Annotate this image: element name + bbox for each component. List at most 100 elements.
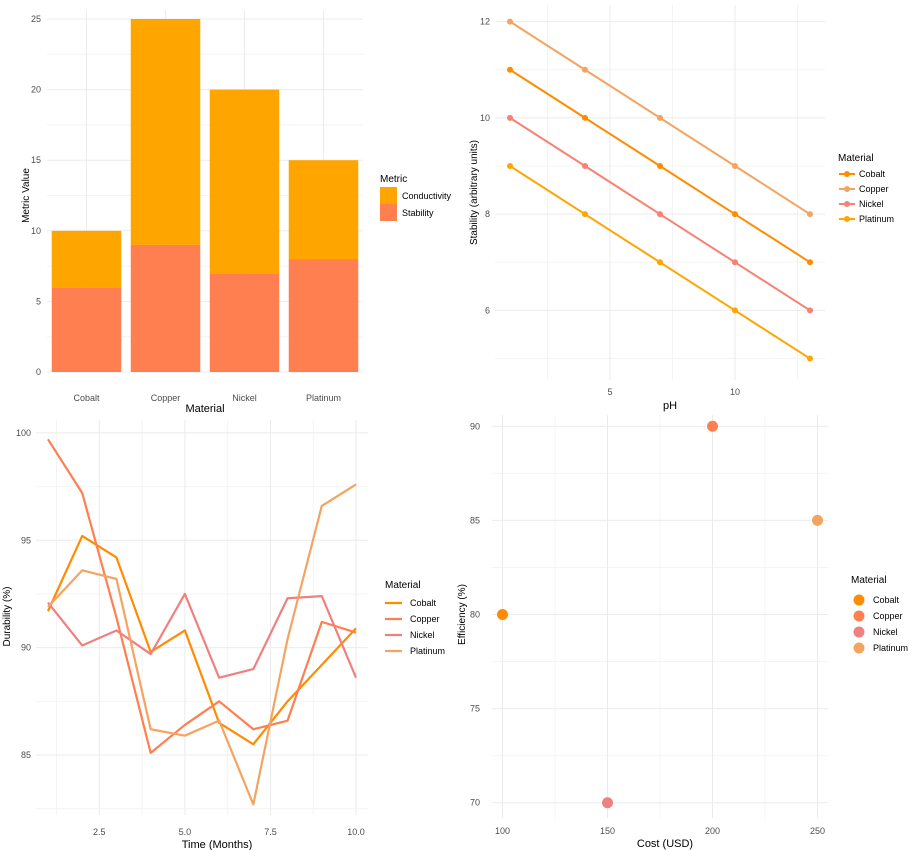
legend-key-point-nickel	[844, 201, 850, 207]
data-point-cobalt	[807, 259, 813, 266]
legend-label: Cobalt	[873, 595, 900, 605]
y-axis-title: Durability (%)	[2, 586, 13, 646]
bar-conductivity-cobalt	[51, 230, 122, 288]
legend-key-conductivity	[380, 187, 397, 204]
legend-label: Stability	[402, 208, 434, 218]
x-tick-label: 150	[600, 826, 615, 836]
legend-key-point-copper	[844, 186, 850, 192]
data-point-copper	[582, 66, 588, 73]
data-point-nickel	[602, 797, 613, 809]
x-tick-label: Platinum	[306, 393, 341, 403]
x-tick-label: 2.5	[93, 827, 106, 837]
legend-label: Nickel	[859, 199, 884, 209]
data-point-copper	[807, 211, 813, 218]
legend-label: Copper	[859, 184, 889, 194]
data-point-nickel	[507, 114, 513, 121]
legend-key-stability	[380, 204, 397, 221]
legend-title: Metric	[380, 174, 407, 185]
legend-label: Copper	[873, 611, 903, 621]
x-tick-label: 5.0	[179, 827, 192, 837]
y-tick-label: 5	[36, 296, 41, 306]
y-tick-label: 15	[31, 155, 41, 165]
y-tick-label: 8	[485, 209, 490, 219]
legend-title: Material	[851, 575, 887, 586]
x-tick-label: 100	[495, 826, 510, 836]
data-point-nickel	[657, 211, 663, 218]
scatter-chart-panel: 100 150 200 250 70 75 80 85 90 Cost (USD) Efficien…	[457, 415, 908, 850]
x-axis-title: Time (Months)	[182, 839, 253, 850]
legend-key-platinum	[853, 642, 865, 654]
x-tick-label: 7.5	[264, 827, 277, 837]
data-point-platinum	[807, 355, 813, 362]
data-point-copper	[707, 420, 718, 432]
y-tick-label: 95	[21, 535, 31, 545]
y-tick-label: 75	[470, 704, 480, 714]
legend-key-cobalt	[853, 594, 865, 606]
x-tick-label: 250	[810, 826, 825, 836]
data-point-platinum	[582, 211, 588, 218]
data-point-platinum	[657, 259, 663, 266]
y-tick-label: 10	[480, 113, 490, 123]
x-tick-label: 200	[705, 826, 720, 836]
legend-label: Nickel	[410, 630, 435, 640]
x-tick-label: 10.0	[347, 827, 365, 837]
y-tick-label: 12	[480, 17, 490, 27]
bar-stability-cobalt	[51, 287, 122, 372]
data-point-nickel	[582, 163, 588, 170]
y-axis-title: Metric Value	[21, 168, 32, 223]
y-axis-title: Stability (arbitrary units)	[469, 140, 480, 245]
line-chart-durability-panel: 2.5 5.0 7.5 10.0 85 90 95 100 Time (Months) Durab…	[2, 420, 445, 850]
legend-label: Conductivity	[402, 191, 452, 201]
bar-conductivity-nickel	[209, 89, 280, 274]
data-point-platinum	[507, 163, 513, 170]
y-tick-label: 70	[470, 798, 480, 808]
data-point-cobalt	[582, 114, 588, 121]
legend-label: Platinum	[873, 643, 908, 653]
y-tick-label: 85	[470, 515, 480, 525]
series-line-nickel	[47, 592, 358, 679]
bar-stability-copper	[130, 244, 201, 372]
data-point-cobalt	[657, 163, 663, 170]
series-line-copper	[47, 438, 357, 754]
x-tick-label: Nickel	[232, 393, 257, 403]
legend-title: Material	[838, 153, 874, 164]
y-tick-label: 0	[36, 367, 41, 377]
data-point-platinum	[812, 514, 823, 526]
line-chart-ph-panel: 5 10 6 8 10 12 pH Stability (arbitrary units) Ma…	[469, 5, 894, 412]
bar-chart-panel: 0 5 10 15 20 25 Cobalt Copper Nickel Platinum Mate…	[21, 10, 452, 415]
data-point-nickel	[732, 259, 738, 266]
series-line-cobalt	[46, 534, 357, 746]
x-tick-label: Cobalt	[73, 393, 100, 403]
y-tick-label: 100	[16, 428, 31, 438]
bar-stability-nickel	[209, 273, 280, 372]
legend-label: Platinum	[859, 214, 894, 224]
y-tick-label: 10	[31, 226, 41, 236]
y-axis-title: Efficiency (%)	[457, 584, 468, 645]
x-tick-label: 10	[730, 387, 740, 397]
y-tick-label: 90	[21, 643, 31, 653]
y-tick-label: 80	[470, 610, 480, 620]
series-line-platinum	[47, 483, 357, 806]
data-point-nickel	[807, 307, 813, 314]
legend-key-copper	[853, 610, 865, 622]
y-tick-label: 6	[485, 305, 490, 315]
data-point-cobalt	[732, 211, 738, 218]
legend-title: Material	[385, 580, 421, 591]
bar-conductivity-copper	[130, 19, 201, 245]
data-point-platinum	[732, 307, 738, 314]
x-axis-title: Material	[185, 403, 224, 415]
data-point-copper	[732, 163, 738, 170]
y-tick-label: 25	[31, 14, 41, 24]
data-point-cobalt	[507, 66, 513, 73]
legend-key-nickel	[853, 626, 865, 638]
legend-label: Cobalt	[410, 598, 437, 608]
x-axis-title: Cost (USD)	[637, 838, 693, 850]
bar-stability-platinum	[288, 259, 359, 372]
y-tick-label: 90	[470, 421, 480, 431]
legend-label: Cobalt	[859, 169, 886, 179]
legend-key-point-platinum	[844, 216, 850, 222]
y-tick-label: 20	[31, 85, 41, 95]
x-axis-title: pH	[663, 400, 677, 412]
legend-label: Nickel	[873, 627, 898, 637]
data-point-copper	[657, 114, 663, 121]
